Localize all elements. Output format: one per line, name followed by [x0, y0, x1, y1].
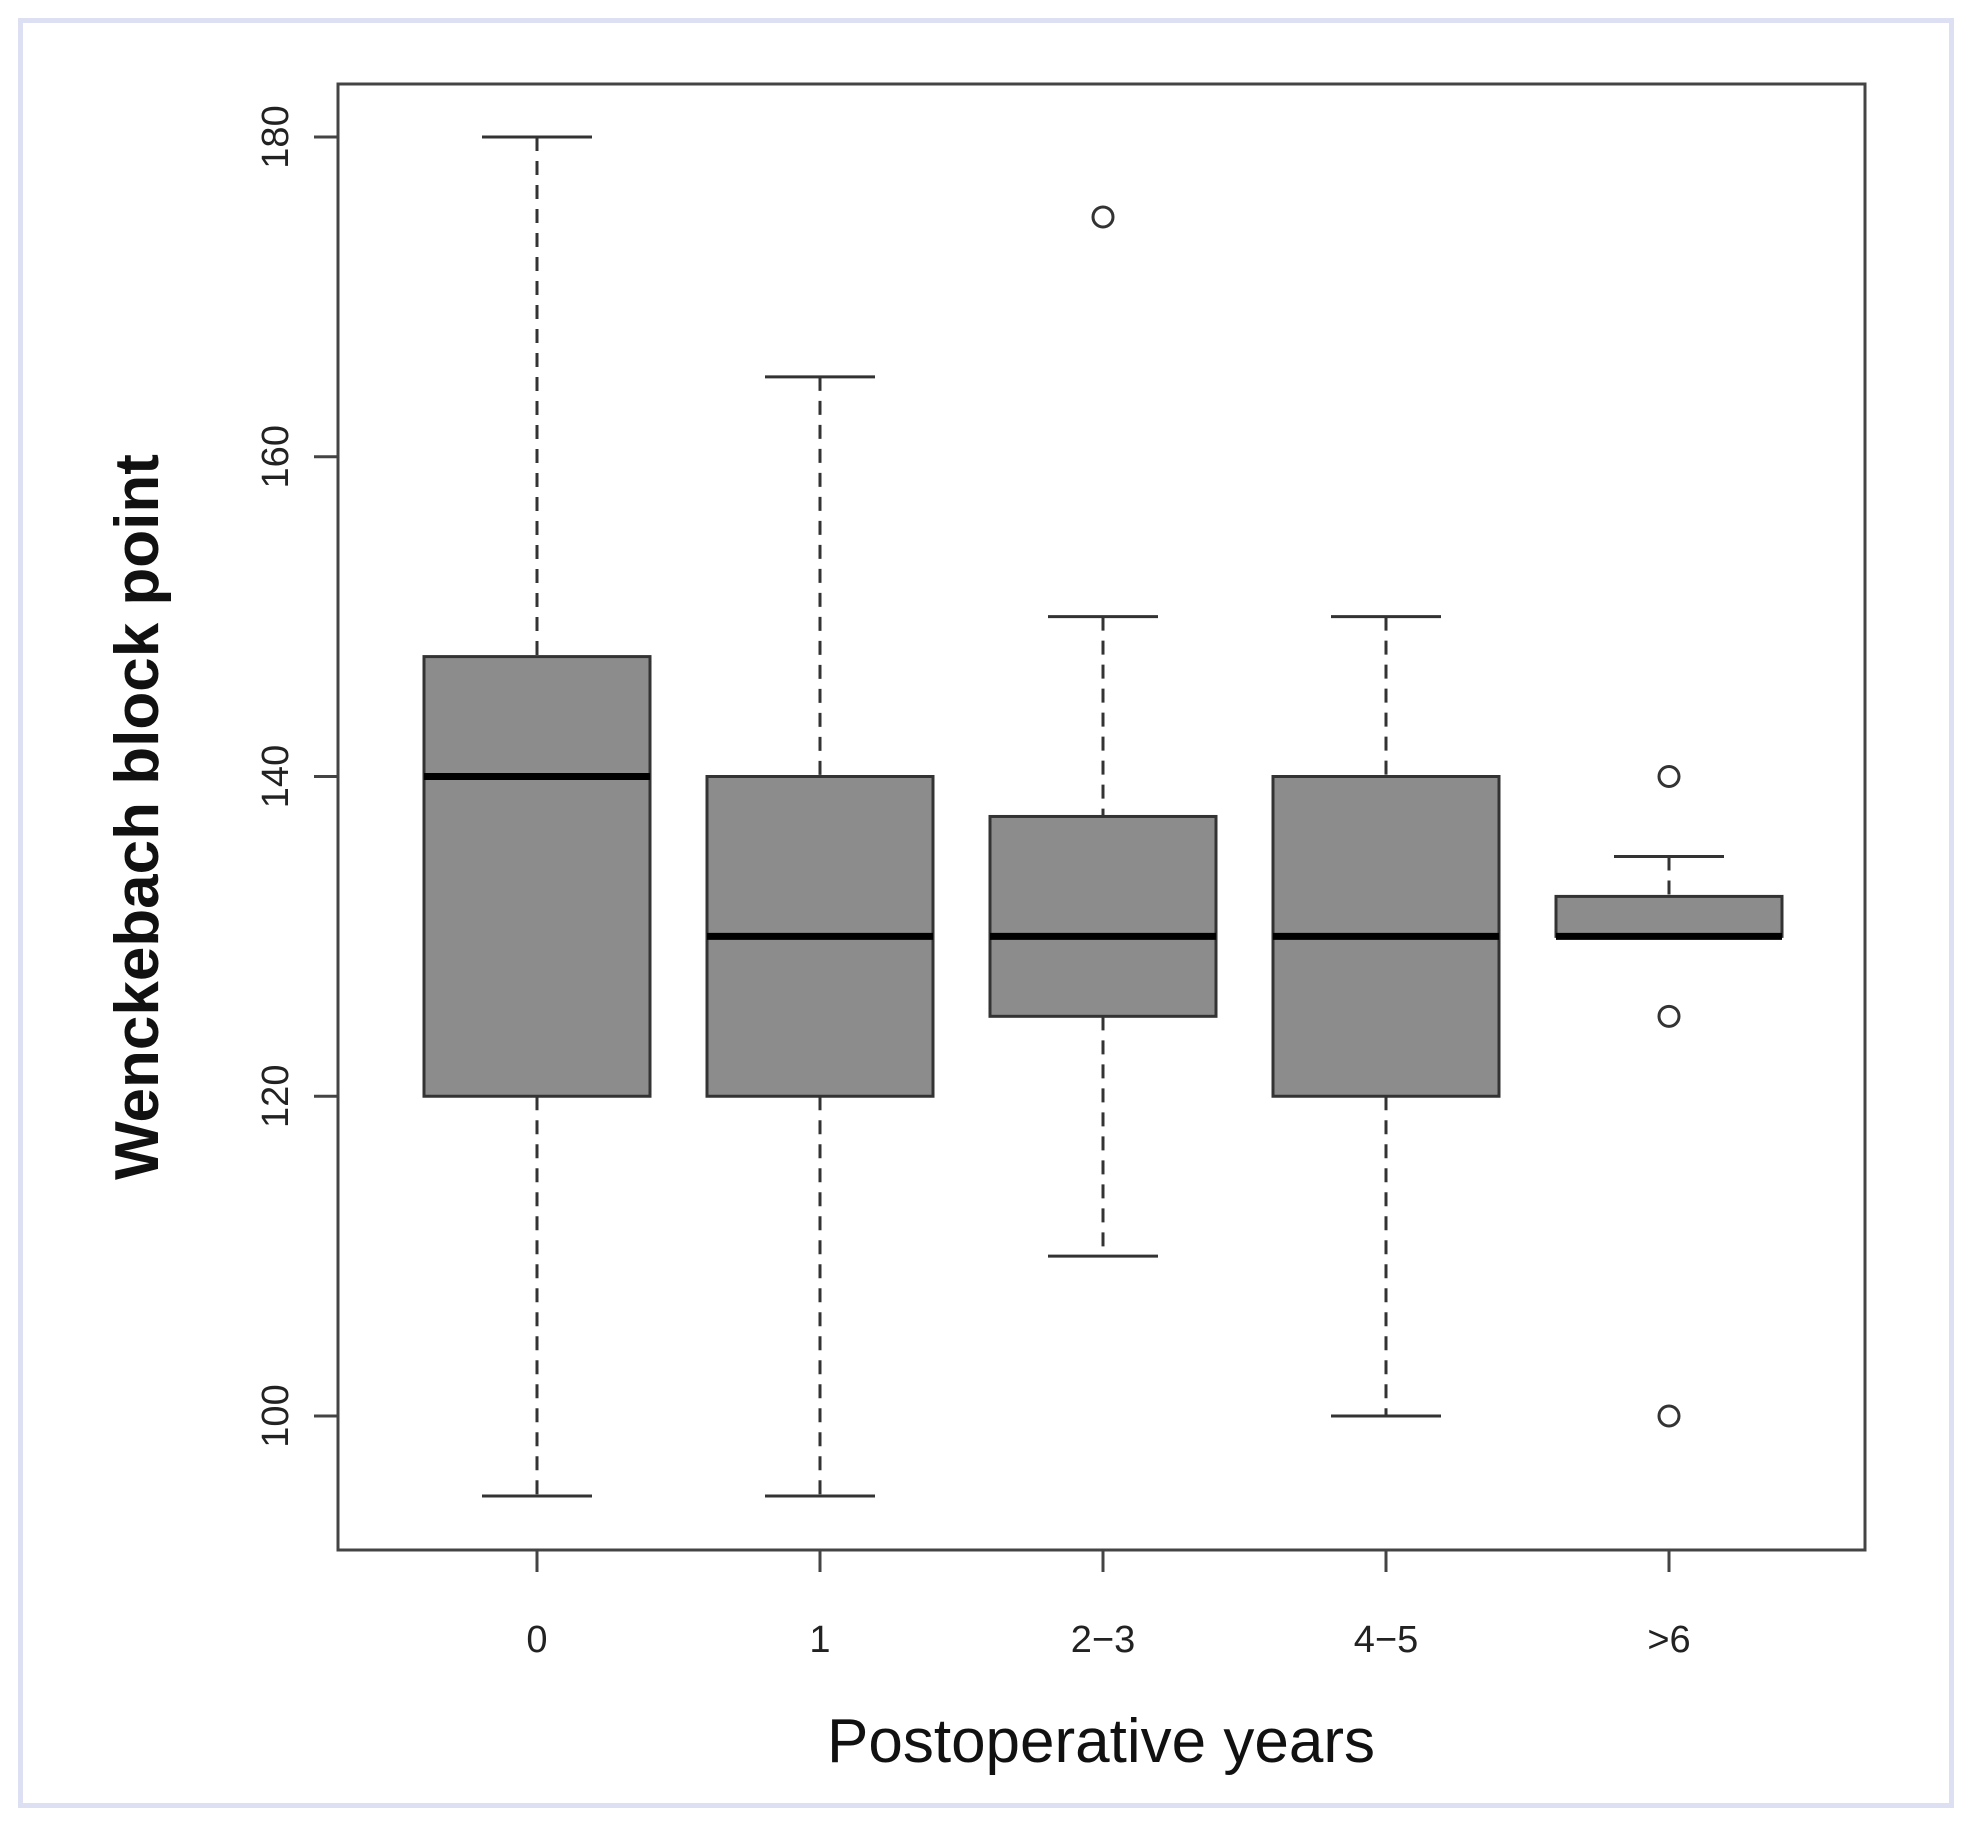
iqr-box: [988, 814, 1218, 1018]
outlier-point: [1091, 205, 1115, 229]
outlier-point: [1657, 1004, 1681, 1028]
y-tick-label: 140: [255, 745, 297, 808]
outlier-point: [1657, 765, 1681, 788]
y-tick-label: 120: [255, 1065, 297, 1128]
x-tick-label: 0: [526, 1619, 547, 1661]
y-tick-label: 180: [255, 105, 297, 168]
x-tick-label: 1: [809, 1619, 830, 1661]
x-tick-label: >6: [1647, 1619, 1690, 1661]
y-tick-label: 100: [255, 1384, 297, 1447]
y-tick-label: 160: [255, 425, 297, 488]
outlier-point: [1657, 1404, 1681, 1428]
y-axis-title: Wenckebach block point: [103, 454, 172, 1180]
iqr-box: [422, 655, 652, 1098]
x-tick-label: 2−3: [1071, 1619, 1135, 1661]
iqr-box: [1554, 894, 1784, 938]
x-tick-label: 4−5: [1354, 1619, 1418, 1661]
x-axis-title: Postoperative years: [827, 1707, 1375, 1776]
